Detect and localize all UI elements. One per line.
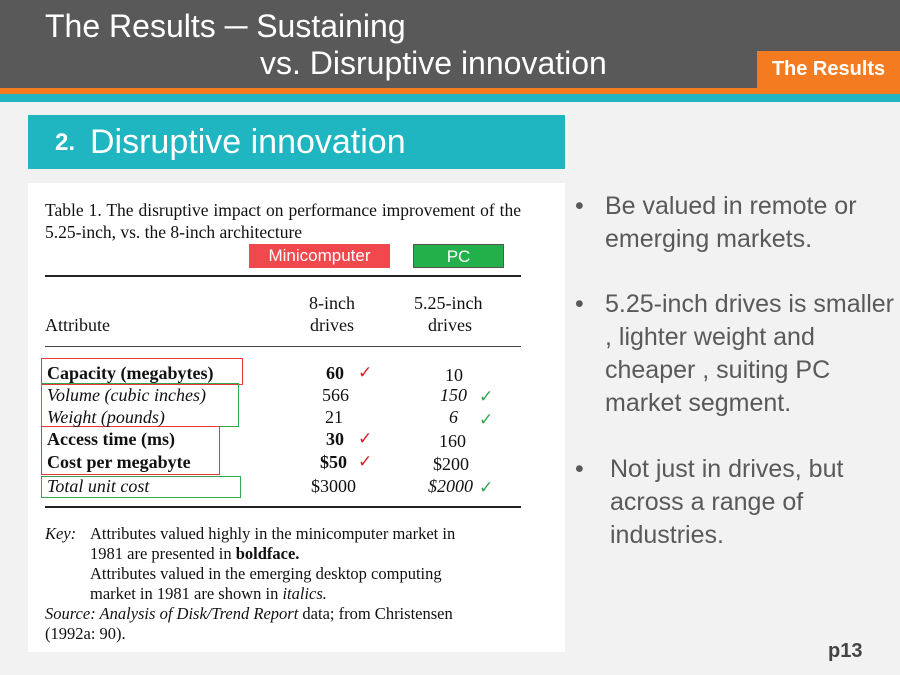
key-line2: 1981 are presented in bbox=[90, 544, 236, 563]
teal-stripe bbox=[0, 94, 900, 102]
value-525-capacity: 10 bbox=[445, 365, 463, 385]
value-525-weight: 6 bbox=[449, 407, 458, 427]
bullet-dot: • bbox=[575, 290, 584, 318]
table-header-rule bbox=[45, 346, 521, 347]
table-bottom-rule bbox=[45, 506, 521, 508]
value-8inch-volume: 566 bbox=[322, 385, 349, 405]
pc-label: PC bbox=[413, 244, 504, 268]
attr-capacity: Capacity (megabytes) bbox=[47, 363, 214, 383]
minicomputer-label: Minicomputer bbox=[249, 244, 390, 268]
bullet-text: Not just in drives, but across a range o… bbox=[610, 455, 844, 549]
source-text: data; from Christensen bbox=[298, 604, 453, 623]
key-line4-italic: italics. bbox=[282, 584, 327, 603]
header-attribute: Attribute bbox=[45, 315, 110, 335]
table-key: Key: Attributes valued highly in the min… bbox=[45, 524, 521, 644]
attr-volume: Volume (cubic inches) bbox=[47, 385, 206, 405]
attr-weight: Weight (pounds) bbox=[47, 407, 165, 427]
section-title: Disruptive innovation bbox=[90, 123, 406, 161]
check-icon: ✓ bbox=[479, 387, 494, 407]
bullet-text: Be valued in remote or emerging markets. bbox=[605, 192, 857, 253]
bullet-text: 5.25-inch drives is smaller , lighter we… bbox=[605, 290, 894, 417]
value-8inch-total-unit-cost: $3000 bbox=[311, 476, 356, 496]
orange-stripe bbox=[0, 88, 900, 94]
attr-access-time: Access time (ms) bbox=[47, 429, 175, 449]
pc-box bbox=[41, 476, 241, 498]
header-bar bbox=[0, 0, 900, 88]
minicomputer-box bbox=[41, 426, 220, 475]
value-525-cost-per-mb: $200 bbox=[433, 454, 469, 474]
value-525-volume: 150 bbox=[440, 385, 467, 405]
key-line1: Attributes valued highly in the minicomp… bbox=[90, 524, 456, 543]
check-icon: ✓ bbox=[358, 363, 373, 383]
attr-total-unit-cost: Total unit cost bbox=[47, 476, 150, 496]
header-525-line1: 5.25-inch bbox=[414, 293, 483, 313]
value-8inch-access-time: 30 bbox=[326, 429, 344, 449]
check-icon: ✓ bbox=[479, 478, 494, 498]
section-number: 2. bbox=[55, 129, 76, 156]
minicomputer-box bbox=[41, 358, 243, 385]
table-caption: Table 1. The disruptive impact on perfor… bbox=[45, 200, 521, 242]
source-label: Source: Analysis of Disk/Trend Report bbox=[45, 604, 299, 623]
check-icon: ✓ bbox=[358, 429, 373, 449]
key-label: Key: bbox=[45, 524, 77, 543]
section-heading: 2. Disruptive innovation bbox=[28, 115, 565, 169]
key-line2-bold: boldface. bbox=[235, 544, 300, 563]
bullet-dot: • bbox=[575, 455, 584, 483]
bullet-dot: • bbox=[575, 192, 584, 220]
value-525-total-unit-cost: $2000 bbox=[428, 476, 473, 496]
slide-title-line2: vs. Disruptive innovation bbox=[260, 45, 607, 81]
value-8inch-weight: 21 bbox=[325, 407, 343, 427]
page-number: p13 bbox=[828, 640, 863, 662]
header-8inch-line1: 8-inch bbox=[309, 293, 355, 313]
attr-cost-per-mb: Cost per megabyte bbox=[47, 452, 191, 472]
header-8inch-line2: drives bbox=[310, 315, 354, 335]
value-8inch-cost-per-mb: $50 bbox=[320, 452, 347, 472]
slide-title-line1: The Results ─ Sustaining bbox=[45, 8, 406, 44]
key-line3: Attributes valued in the emerging deskto… bbox=[90, 564, 442, 583]
results-tag: The Results bbox=[757, 51, 900, 88]
source-line2: (1992a: 90). bbox=[45, 624, 126, 643]
header-525-line2: drives bbox=[428, 315, 472, 335]
value-8inch-capacity: 60 bbox=[326, 363, 344, 383]
check-icon: ✓ bbox=[479, 410, 494, 430]
table-image: Table 1. The disruptive impact on perfor… bbox=[28, 183, 565, 652]
value-525-access-time: 160 bbox=[439, 431, 466, 451]
key-line4: market in 1981 are shown in bbox=[90, 584, 283, 603]
table-top-rule bbox=[45, 275, 521, 277]
check-icon: ✓ bbox=[358, 452, 373, 472]
